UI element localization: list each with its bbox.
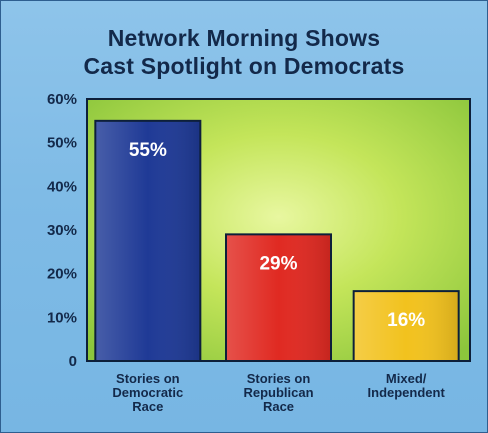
- chart-title: Network Morning Shows Cast Spotlight on …: [0, 24, 488, 80]
- chart-title-line-1: Network Morning Shows: [107, 25, 381, 51]
- y-tick-label: 0: [69, 353, 77, 370]
- y-tick-label: 10%: [47, 309, 77, 326]
- category-label: Stories on: [116, 371, 180, 386]
- y-tick-label: 20%: [47, 266, 77, 283]
- bar-shine: [354, 292, 458, 360]
- y-axis: 0 10% 20% 30% 40% 50% 60%: [47, 91, 77, 370]
- y-tick-label: 40%: [47, 178, 77, 195]
- y-tick-label: 50%: [47, 135, 77, 152]
- y-tick-label: 30%: [47, 222, 77, 239]
- category-label: Mixed/: [386, 371, 427, 386]
- category-label: Republican: [243, 385, 313, 400]
- bar-shine: [227, 235, 330, 360]
- y-tick-label: 60%: [47, 91, 77, 108]
- chart-title-line-2: Cast Spotlight on Democrats: [83, 53, 405, 79]
- category-label: Race: [263, 399, 294, 414]
- data-label: 16%: [387, 310, 425, 331]
- data-label: 55%: [129, 140, 167, 161]
- category-label: Stories on: [247, 371, 311, 386]
- category-label: Race: [132, 399, 163, 414]
- category-label: Independent: [368, 385, 446, 400]
- category-label: Democratic: [112, 385, 183, 400]
- bars: 55% 29% 16%: [94, 119, 460, 363]
- data-label: 29%: [259, 253, 297, 274]
- bar-shine: [96, 121, 200, 360]
